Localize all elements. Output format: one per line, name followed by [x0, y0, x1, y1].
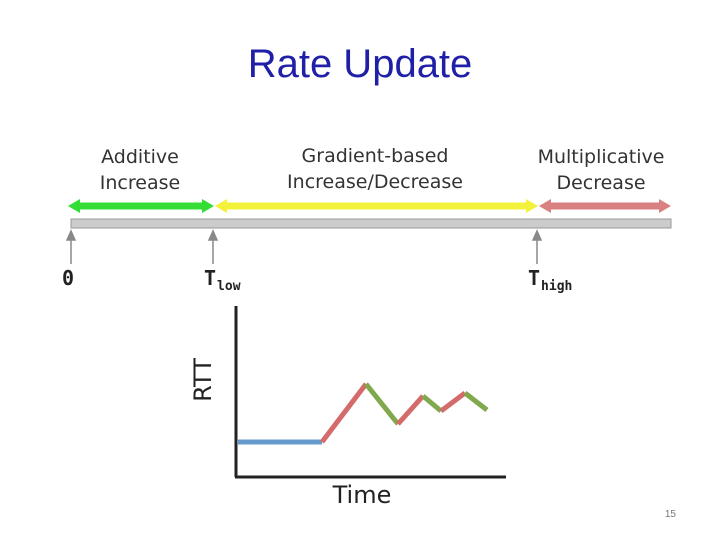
t-high-threshold-label: Thigh — [528, 266, 572, 294]
slide-title: Rate Update — [247, 42, 473, 86]
zero-pointer — [65, 229, 77, 264]
rtt-fall-segment-2 — [421, 394, 443, 413]
zero-threshold-label: 0 — [62, 266, 75, 290]
t-high-pointer — [531, 229, 543, 264]
t-low-base: T — [204, 266, 217, 290]
rtt-axis-label: RTT — [189, 358, 217, 402]
gradient-label: Gradient-based Increase/Decrease — [265, 143, 485, 195]
additive-label-line2: Increase — [99, 172, 181, 194]
gradient-label-line2: Increase/Decrease — [287, 171, 463, 193]
additive-arrow — [68, 199, 214, 213]
rtt-rise-segment-3 — [439, 391, 467, 413]
rtt-rise-segment-1 — [320, 382, 368, 444]
multiplicative-arrow — [539, 199, 671, 213]
rtt-rise-segment-2 — [396, 394, 425, 426]
t-low-subscript: low — [217, 279, 241, 294]
time-axis-label: Time — [332, 481, 392, 509]
multiplicative-decrease-label: Multiplicative Decrease — [526, 144, 676, 196]
t-high-base: T — [528, 266, 541, 290]
multiplicative-label-line1: Multiplicative — [537, 146, 665, 168]
t-low-threshold-label: Tlow — [204, 266, 241, 294]
additive-label-line1: Additive — [101, 146, 179, 168]
gradient-arrow — [215, 199, 538, 213]
threshold-bar — [70, 218, 672, 229]
rtt-fall-segment-1 — [364, 382, 400, 426]
gradient-label-line1: Gradient-based — [301, 145, 449, 167]
additive-increase-label: Additive Increase — [80, 144, 200, 196]
multiplicative-label-line2: Decrease — [556, 172, 646, 194]
rtt-fall-segment-3 — [463, 391, 489, 412]
slide-number: 15 — [664, 509, 676, 520]
t-high-subscript: high — [541, 279, 573, 294]
t-low-pointer — [207, 229, 219, 264]
